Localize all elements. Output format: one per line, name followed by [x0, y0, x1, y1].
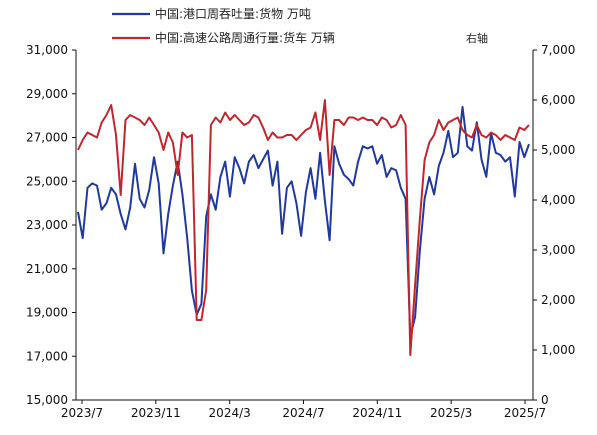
x-tick-label: 2024/3: [209, 406, 251, 420]
left-tick-label: 19,000: [26, 306, 68, 320]
legend-label-truck: 中国:高速公路周通行量:货车 万辆: [155, 30, 335, 45]
left-tick-label: 31,000: [26, 43, 68, 57]
x-tick-label: 2023/7: [61, 406, 103, 420]
right-tick-label: 0: [541, 393, 549, 407]
series-line-truck-traffic: [77, 99, 530, 356]
left-tick-label: 29,000: [26, 87, 68, 101]
right-tick-label: 6,000: [541, 93, 575, 107]
right-tick-label: 3,000: [541, 243, 575, 257]
right-tick-label: 7,000: [541, 43, 575, 57]
x-tick-label: 2023/11: [131, 406, 181, 420]
legend-label-port: 中国:港口周吞吐量:货物 万吨: [155, 6, 311, 21]
x-tick-label: 2024/7: [282, 406, 324, 420]
left-tick-label: 21,000: [26, 262, 68, 276]
series-line-port-throughput: [77, 105, 530, 338]
right-tick-label: 5,000: [541, 143, 575, 157]
right-tick-label: 4,000: [541, 193, 575, 207]
left-tick-label: 17,000: [26, 349, 68, 363]
left-tick-label: 15,000: [26, 393, 68, 407]
right-tick-label: 1,000: [541, 343, 575, 357]
left-tick-label: 23,000: [26, 218, 68, 232]
x-tick-label: 2024/11: [352, 406, 402, 420]
x-tick-label: 2025/7: [504, 406, 546, 420]
left-tick-label: 27,000: [26, 131, 68, 145]
right-tick-label: 2,000: [541, 293, 575, 307]
left-tick-label: 25,000: [26, 174, 68, 188]
x-tick-label: 2025/3: [430, 406, 472, 420]
right-axis-note: 右轴: [466, 31, 488, 45]
series-layer: [77, 99, 530, 356]
axes: 15,000 17,000 19,000 21,000 23,000 25,000 27,0…: [26, 43, 575, 420]
legend: 中国:港口周吞吐量:货物 万吨 中国:高速公路周通行量:货车 万辆 右轴: [112, 6, 488, 45]
